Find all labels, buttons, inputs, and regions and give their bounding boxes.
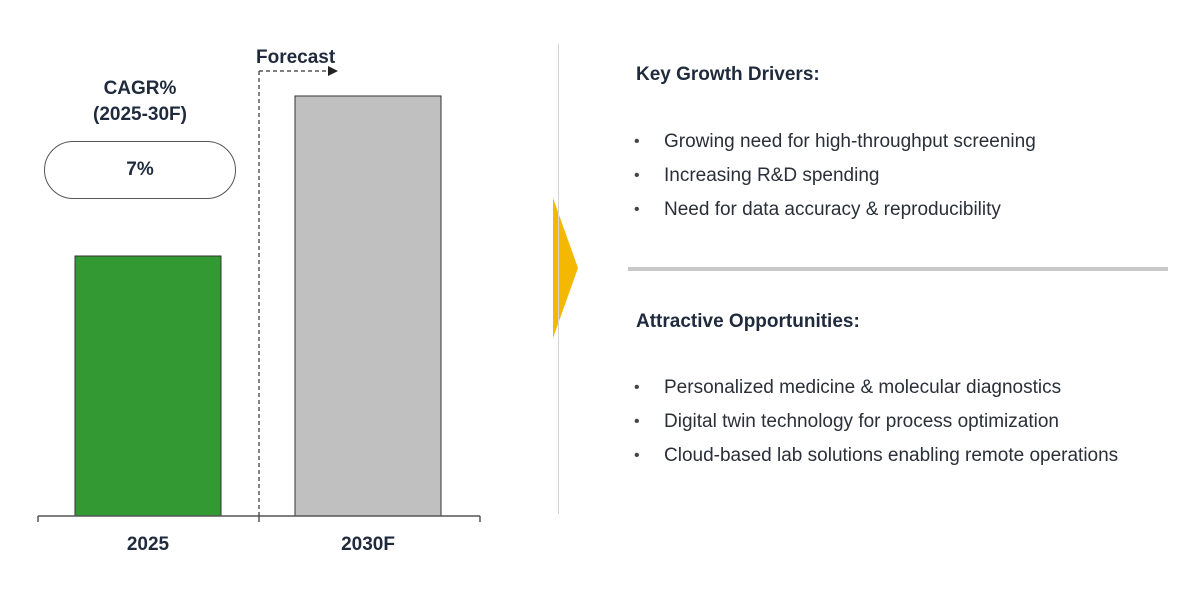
forecast-arrow-head [328,66,338,76]
vertical-divider [558,44,559,514]
cagr-title-line2: (2025-30F) [93,104,187,125]
list-item: • Cloud-based lab solutions enabling remo… [632,439,1118,473]
cagr-title-line1: CAGR% [103,78,177,99]
x-tick-label-2030f: 2030F [341,534,395,555]
forecast-label: Forecast [256,47,336,68]
bullet-icon: • [634,413,640,430]
list-item: • Increasing R&D spending [632,159,1036,193]
attractive-opportunities-title: Attractive Opportunities: [636,311,860,332]
bar-2030f [294,95,442,517]
section-divider [628,267,1168,271]
list-item: • Personalized medicine & molecular diagn… [632,371,1118,405]
cagr-value: 7% [126,159,154,180]
bullet-icon: • [634,447,640,464]
key-growth-drivers-title: Key Growth Drivers: [636,64,820,85]
list-item: • Growing need for high-throughput screen… [632,125,1036,159]
bullet-icon: • [634,379,640,396]
chevron-right-icon [553,198,578,338]
list-item: • Digital twin technology for process opt… [632,405,1118,439]
cagr-value-badge: 7% [44,141,236,199]
market-bar-chart: 2025 2030F [37,66,578,555]
bullet-icon: • [634,167,640,184]
x-tick-label-2025: 2025 [127,534,170,555]
bullet-icon: • [634,201,640,218]
bar-2025 [74,255,222,517]
attractive-opportunities-list: • Personalized medicine & molecular diagn… [632,371,1118,473]
bullet-icon: • [634,133,640,150]
cagr-title: CAGR% (2025-30F) [60,76,220,128]
list-item: • Need for data accuracy & reproducibilit… [632,193,1036,227]
key-growth-drivers-list: • Growing need for high-throughput screen… [632,125,1036,227]
